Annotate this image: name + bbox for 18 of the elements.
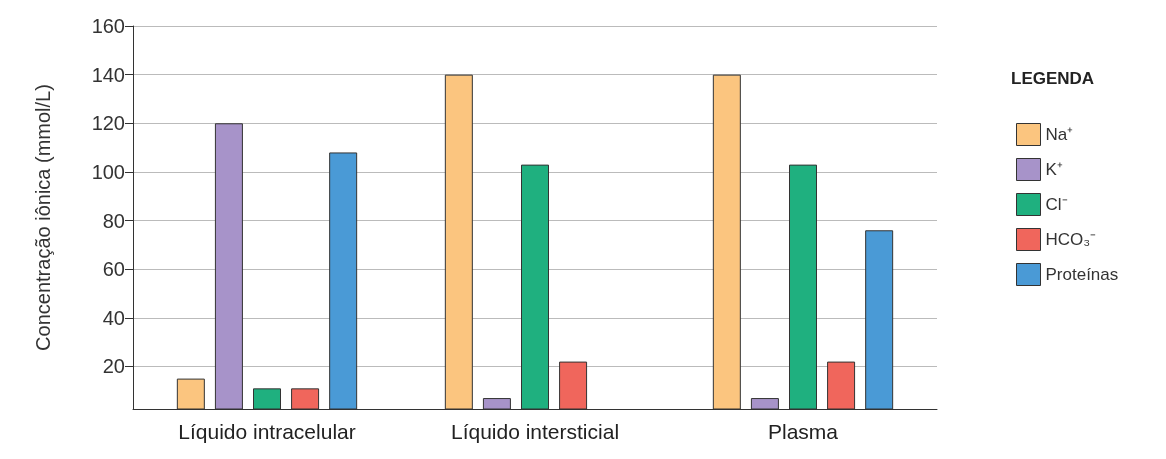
x-tick-label: Plasma [767,420,839,443]
legend-label: Na⁺ [1045,125,1074,144]
y-tick-label: 100 [91,160,125,183]
y-tick-label: 20 [102,355,125,378]
y-tick-label: 160 [91,15,125,37]
legend-label: Cl⁻ [1045,195,1068,214]
y-tick-label: 60 [102,258,125,281]
legend-label: K⁺ [1045,160,1063,179]
y-tick-label: 40 [102,306,125,329]
x-tick-label: Líquido intracelular [178,420,356,443]
legend-title: LEGENDA [1011,69,1095,88]
y-tick-label: 80 [102,209,125,232]
x-tick-label: Líquido intersticial [450,420,620,443]
legend-label: Proteínas [1045,265,1119,284]
y-axis-title: Concentração iônica (mmol/L) [32,84,54,351]
y-tick-label: 120 [91,112,125,135]
y-tick-label: 140 [91,63,125,86]
legend-label: HCO₃⁻ [1045,230,1097,249]
